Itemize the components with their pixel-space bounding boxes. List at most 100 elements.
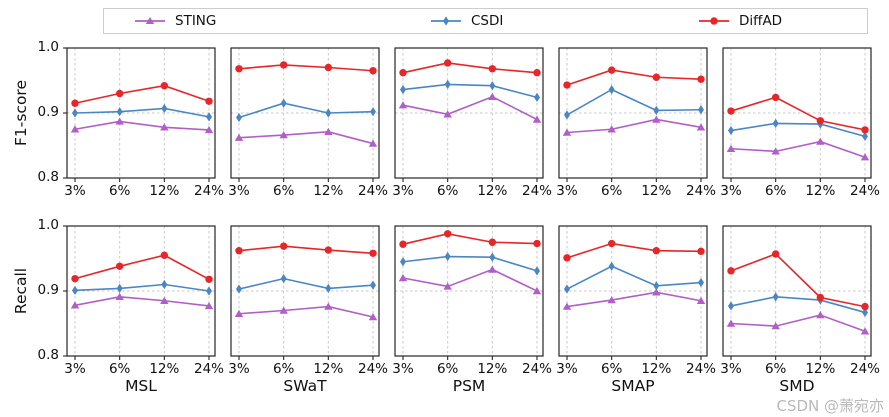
marker-sting xyxy=(607,125,616,133)
x-tick-label: 24% xyxy=(194,183,224,199)
panel-recall-psm: 3% 6% 12% 24% xyxy=(392,225,552,377)
marker-sting xyxy=(279,306,288,314)
marker-csdi xyxy=(608,261,615,271)
line-sting xyxy=(566,291,702,308)
marker-diffad xyxy=(697,75,705,83)
marker-csdi xyxy=(400,85,406,95)
marker-diffad xyxy=(71,274,79,283)
marker-sting xyxy=(324,302,333,310)
marker-diffad xyxy=(816,117,825,125)
marker-diffad xyxy=(697,247,705,256)
marker-csdi xyxy=(728,125,734,136)
legend-label-sting: STING xyxy=(175,13,217,29)
marker-diffad xyxy=(235,247,243,255)
marker-diffad xyxy=(399,69,407,77)
marker-diffad xyxy=(324,246,333,254)
marker-sting xyxy=(696,123,706,131)
panel-f1-score-psm: 3% 6% 12% 24% xyxy=(392,47,552,199)
legend-label-csdi: CSDI xyxy=(471,13,504,29)
marker-sting xyxy=(70,301,80,309)
marker-csdi xyxy=(280,274,287,284)
marker-diffad xyxy=(399,240,407,248)
diffad-line-marker-icon xyxy=(699,17,729,25)
marker-csdi xyxy=(236,284,242,294)
line-csdi xyxy=(402,83,538,99)
marker-csdi xyxy=(400,257,406,267)
dataset-label-smap: SMAP xyxy=(611,377,655,395)
marker-csdi xyxy=(325,283,332,293)
x-tick-label: 6% xyxy=(601,183,623,199)
panel-f1-score-swat: 3% 6% 12% 24% xyxy=(228,47,388,199)
panel-f1-score-msl: 3% 6% 12% 24% xyxy=(63,47,224,199)
x-tick-label: 3% xyxy=(720,183,742,199)
marker-csdi xyxy=(116,107,123,117)
marker-csdi xyxy=(325,108,332,118)
x-tick-label: 12% xyxy=(149,183,179,199)
marker-csdi xyxy=(206,286,212,296)
line-csdi xyxy=(566,88,702,116)
marker-csdi xyxy=(534,266,540,276)
marker-csdi xyxy=(72,108,78,118)
x-tick-label: 6% xyxy=(109,361,131,377)
line-diffad xyxy=(730,253,866,308)
marker-diffad xyxy=(115,89,124,98)
marker-diffad xyxy=(488,238,497,246)
x-tick-label: 3% xyxy=(228,183,250,199)
legend: STING CSDI DiffAD xyxy=(103,8,868,34)
marker-sting xyxy=(562,302,572,310)
csdi-line-marker-icon xyxy=(431,16,461,26)
marker-diffad xyxy=(727,267,735,275)
marker-csdi xyxy=(206,112,212,122)
marker-diffad xyxy=(652,247,661,255)
marker-sting xyxy=(652,115,661,123)
y-tick-label: 0.9 xyxy=(37,282,59,298)
line-sting xyxy=(238,131,374,145)
x-tick-label: 12% xyxy=(641,361,671,377)
marker-sting xyxy=(771,322,780,330)
marker-sting xyxy=(652,288,661,296)
legend-entry-diffad: DiffAD xyxy=(698,9,782,33)
marker-diffad xyxy=(115,262,124,270)
x-tick-label: 24% xyxy=(686,361,716,377)
marker-csdi xyxy=(564,110,570,120)
marker-csdi xyxy=(161,279,168,290)
marker-diffad xyxy=(369,249,377,257)
marker-diffad xyxy=(771,250,780,258)
marker-csdi xyxy=(161,103,168,114)
x-tick-label: 6% xyxy=(273,361,295,377)
x-tick-label: 12% xyxy=(805,361,835,377)
panel-recall-msl: 3% 6% 12% 24% xyxy=(63,225,224,377)
marker-diffad xyxy=(607,239,616,248)
line-csdi xyxy=(402,255,538,272)
marker-sting xyxy=(726,144,736,152)
marker-diffad xyxy=(533,239,541,248)
line-csdi xyxy=(74,107,210,118)
marker-diffad xyxy=(816,293,825,302)
x-tick-label: 12% xyxy=(805,183,835,199)
line-csdi xyxy=(730,296,866,314)
marker-diffad xyxy=(533,69,541,77)
x-tick-label: 24% xyxy=(686,183,716,199)
x-tick-label: 24% xyxy=(358,183,388,199)
marker-diffad xyxy=(160,251,169,259)
marker-csdi xyxy=(280,98,287,108)
x-tick-label: 3% xyxy=(556,361,578,377)
x-tick-label: 12% xyxy=(477,361,507,377)
marker-csdi xyxy=(370,107,376,117)
x-tick-label: 3% xyxy=(64,361,86,377)
marker-sting xyxy=(562,128,572,136)
marker-diffad xyxy=(488,65,497,73)
marker-sting xyxy=(726,319,736,327)
marker-diffad xyxy=(443,230,452,238)
line-diffad xyxy=(74,254,210,281)
x-tick-label: 3% xyxy=(556,183,578,199)
marker-diffad xyxy=(861,302,869,311)
marker-diffad xyxy=(652,73,661,81)
panel-recall-smd: 3% 6% 12% 24% xyxy=(720,225,880,377)
line-diffad xyxy=(730,96,866,131)
marker-sting xyxy=(816,311,825,319)
marker-sting xyxy=(368,139,378,147)
x-tick-label: 3% xyxy=(720,361,742,377)
marker-sting xyxy=(160,296,169,304)
panel-f1-score-smap: 3% 6% 12% 24% xyxy=(556,47,716,199)
